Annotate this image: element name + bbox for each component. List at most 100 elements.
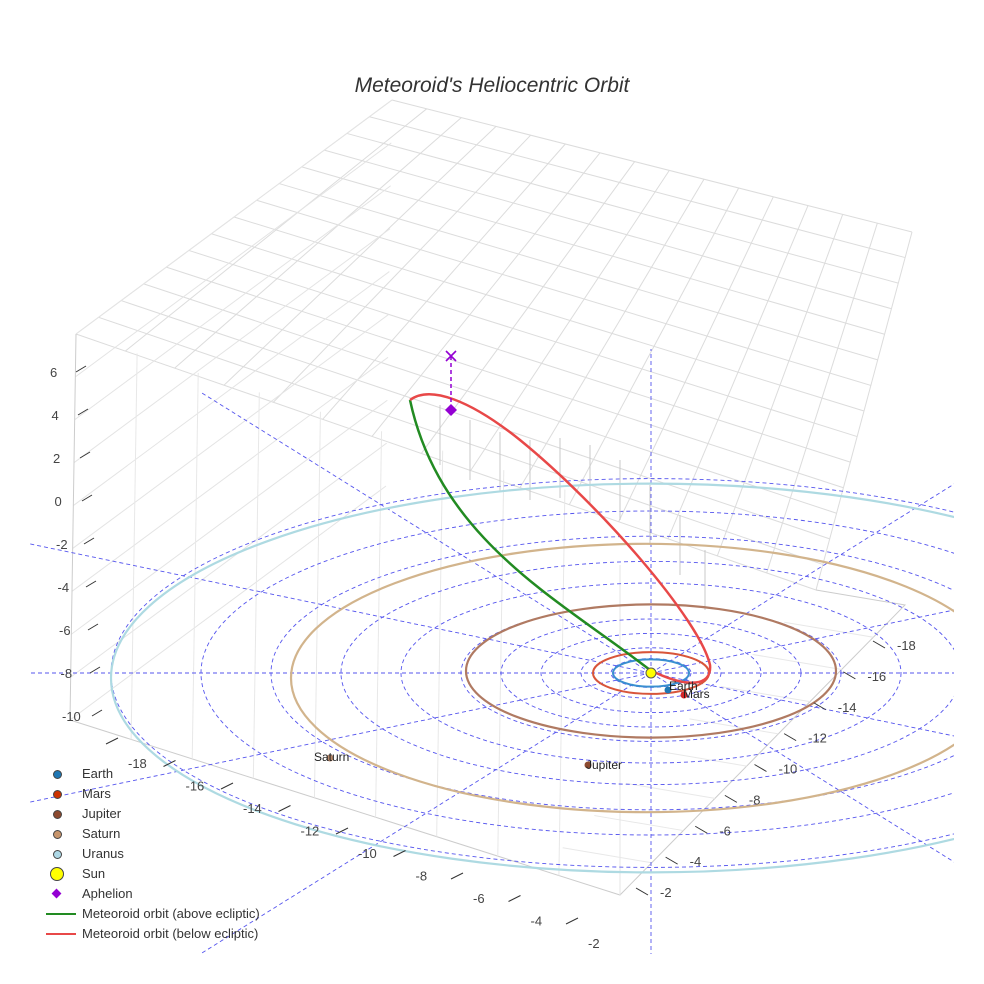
grid-line [391, 99, 913, 233]
mars-marker [680, 691, 688, 699]
legend-swatch [46, 884, 76, 904]
orbit-saturn [290, 542, 954, 814]
x-tick-label: -6 [473, 891, 485, 906]
grid-line [71, 399, 388, 635]
legend-swatch [46, 824, 76, 844]
legend-item[interactable]: Earth [46, 764, 260, 784]
grid-line [125, 108, 427, 352]
legend-line [46, 913, 76, 915]
y-tick-mark [665, 856, 678, 865]
x-tick-label: -18 [128, 756, 147, 771]
y-tick-label: -10 [779, 762, 798, 777]
aphelion-top-marker [445, 350, 457, 362]
z-tick-label: 6 [50, 365, 57, 380]
legend-item[interactable]: Saturn [46, 824, 260, 844]
legend-item[interactable]: Aphelion [46, 884, 260, 904]
x-tick-label: -14 [243, 801, 262, 816]
grid-line [272, 134, 532, 403]
y-tick-label: -8 [749, 792, 761, 807]
grid-line [174, 117, 462, 369]
grid-line [188, 249, 851, 463]
ecliptic-spoke [200, 392, 652, 674]
y-tick-mark [872, 640, 886, 649]
orbit-jupiter [464, 603, 838, 739]
legend-item[interactable]: Meteoroid orbit (below ecliptic) [46, 924, 260, 944]
legend-label: Aphelion [82, 886, 133, 901]
grid-line [594, 815, 684, 832]
ecliptic-spoke [200, 672, 652, 954]
z-tick-mark [77, 408, 89, 416]
orbit-stems [439, 405, 706, 610]
jupiter-label: Jupiter [586, 758, 622, 772]
grid-line [75, 142, 392, 378]
grid-line [166, 266, 844, 489]
legend-swatch [46, 844, 76, 864]
y-tick-label: -6 [719, 823, 731, 838]
z-tick-label: -8 [61, 666, 73, 681]
sun-marker [645, 667, 657, 679]
orbit-earth [612, 658, 690, 688]
ecliptic-ring [400, 582, 902, 764]
legend-item[interactable]: Uranus [46, 844, 260, 864]
y-tick-label: -18 [897, 638, 916, 653]
legend-swatch [46, 784, 76, 804]
legend-label: Saturn [82, 826, 121, 841]
legend-item[interactable]: Sun [46, 864, 260, 884]
legend-diamond [51, 888, 62, 899]
x-tick-mark [450, 872, 464, 880]
grid-line [716, 214, 844, 557]
grid-line [371, 152, 601, 437]
grid-line [618, 196, 774, 522]
legend-item[interactable]: Meteoroid orbit (above ecliptic) [46, 904, 260, 924]
grid-line [436, 450, 444, 837]
x-tick-label: -10 [358, 846, 377, 861]
grid-line [73, 228, 391, 464]
grid-line [568, 187, 740, 505]
legend-item[interactable]: Mars [46, 784, 260, 804]
z-tick-label: -10 [62, 709, 81, 724]
legend-dot [53, 830, 62, 839]
legend-dot [53, 850, 62, 859]
x-tick-mark [335, 827, 349, 835]
grid-line [720, 686, 811, 703]
z-tick-mark [85, 580, 97, 588]
x-tick-label: -2 [588, 936, 600, 951]
legend-swatch [46, 864, 76, 884]
legend-line [46, 933, 76, 935]
saturn-label: Saturn [314, 750, 349, 764]
z-tick-mark [75, 365, 87, 373]
grid-line [625, 782, 716, 799]
grid-line [322, 143, 566, 420]
grid-line [143, 283, 837, 514]
y-tick-mark [813, 702, 827, 711]
grid-line [558, 489, 566, 876]
legend-dot [53, 770, 62, 779]
ecliptic-grid [30, 349, 954, 954]
grid-line [689, 718, 779, 735]
grid-line [815, 231, 913, 591]
legend-label: Jupiter [82, 806, 122, 821]
z-tick-mark [83, 537, 95, 545]
legend-item[interactable]: Jupiter [46, 804, 260, 824]
axis-panes [69, 99, 913, 896]
z-tick-mark [87, 623, 99, 631]
y-tick-mark [843, 671, 856, 680]
y-tick-label: -16 [867, 669, 886, 684]
x-tick-mark [508, 895, 521, 902]
earth-marker [664, 686, 672, 694]
grid-line [752, 653, 842, 670]
z-tick-label: -2 [56, 537, 68, 552]
legend-label: Meteoroid orbit (below ecliptic) [82, 926, 259, 941]
grid-line [75, 99, 393, 335]
y-tick-mark [783, 733, 797, 742]
grid-line [497, 470, 505, 857]
z-tick-mark [91, 709, 103, 717]
y-tick-mark [635, 887, 649, 896]
saturn-marker [326, 754, 334, 762]
x-tick-mark [220, 782, 234, 790]
grid-line [98, 316, 824, 565]
grid-line [470, 170, 670, 471]
legend-dot [53, 790, 62, 799]
z-tick-label: -4 [58, 580, 70, 595]
